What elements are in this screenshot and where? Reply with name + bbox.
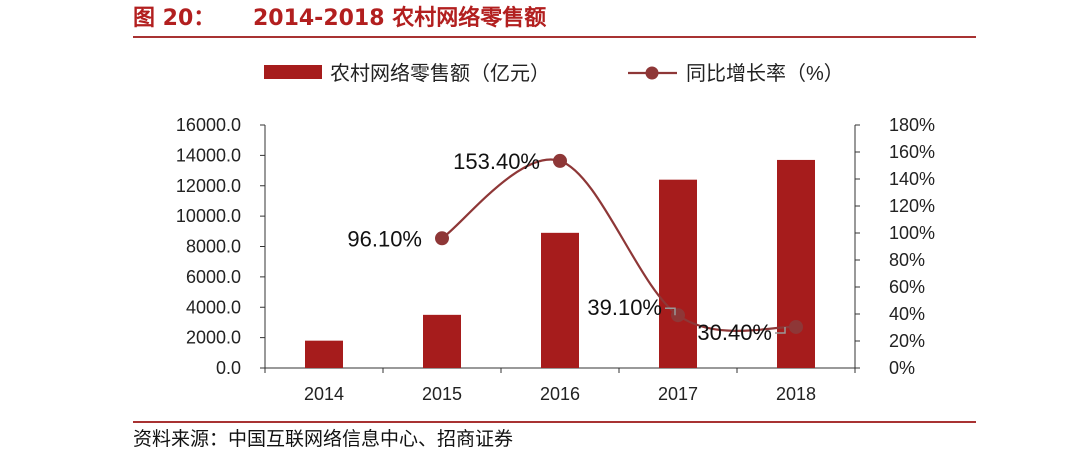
x-tick-label: 2018 (776, 384, 816, 404)
y-right-tick-label: 180% (889, 115, 935, 135)
bar (541, 232, 579, 368)
figure-main-title: 2014-2018 农村网络零售额 (252, 6, 547, 31)
data-labels: 96.10% 153.40% 39.10% 30.40% (347, 149, 786, 345)
y-left-tick-label: 16000.0 (176, 115, 241, 135)
x-tick-label: 2014 (304, 384, 344, 404)
y-right-tick-label: 160% (889, 142, 935, 162)
y-left-tick-label: 8000.0 (186, 237, 241, 257)
legend: 农村网络零售额（亿元） 同比增长率（%） (264, 62, 844, 85)
y-right-tick-label: 60% (889, 277, 925, 297)
growth-rate-point (435, 231, 449, 246)
data-label-leader (775, 326, 786, 334)
legend-bar-swatch (264, 65, 322, 79)
data-label: 39.10% (587, 295, 662, 320)
title-divider (133, 36, 976, 38)
axes: 0.0 2000.0 4000.0 6000.0 8000.0 10000.0 12000.… (176, 115, 935, 404)
figure-label: 图 20： (133, 6, 216, 31)
line-series (435, 153, 803, 334)
legend-line-label: 同比增长率（%） (686, 62, 844, 85)
y-left-tick-label: 10000.0 (176, 206, 241, 226)
growth-rate-line (441, 158, 797, 332)
legend-line-marker (645, 66, 659, 80)
bar (305, 340, 343, 368)
y-left-tick-label: 2000.0 (186, 328, 241, 348)
y-left-tick-label: 4000.0 (186, 297, 241, 317)
y-right-tick-label: 40% (889, 304, 925, 324)
source-divider (133, 421, 976, 423)
y-right-tick-label: 140% (889, 169, 935, 189)
x-tick-label: 2016 (540, 384, 580, 404)
y-left-tick-label: 12000.0 (176, 176, 241, 196)
data-label: 30.40% (697, 320, 772, 345)
x-tick-label: 2017 (658, 384, 698, 404)
data-label-leader (665, 307, 676, 316)
legend-bar-label: 农村网络零售额（亿元） (330, 62, 550, 85)
data-label: 153.40% (453, 149, 540, 174)
bar (659, 179, 697, 368)
source-note: 资料来源：中国互联网络信息中心、招商证券 (133, 428, 514, 450)
growth-rate-point (789, 319, 803, 334)
y-right-tick-label: 100% (889, 223, 935, 243)
y-right-tick-label: 120% (889, 196, 935, 216)
x-tick-label: 2015 (422, 384, 462, 404)
y-left-tick-label: 6000.0 (186, 267, 241, 287)
bar (423, 314, 461, 368)
data-label: 96.10% (347, 226, 422, 251)
figure-title: 图 20： 2014-2018 农村网络零售额 (133, 2, 546, 36)
bar (777, 159, 815, 368)
growth-rate-point (671, 308, 685, 323)
y-right-tick-label: 0% (889, 358, 915, 378)
y-left-tick-label: 14000.0 (176, 145, 241, 165)
y-right-tick-label: 20% (889, 331, 925, 351)
y-right-tick-label: 80% (889, 250, 925, 270)
growth-rate-point (553, 153, 567, 168)
y-left-tick-label: 0.0 (216, 358, 241, 378)
